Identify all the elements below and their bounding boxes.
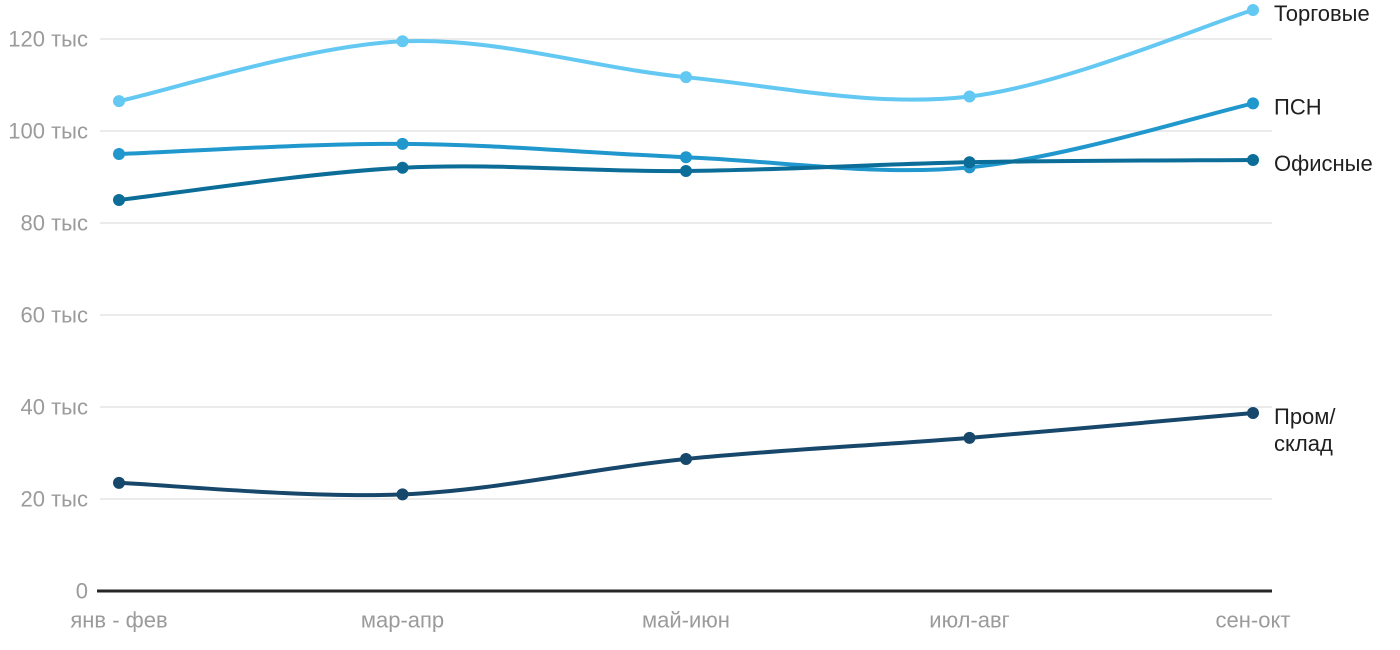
series-point-torgovye-3[interactable] <box>963 90 976 103</box>
series-point-prom-sklad-2[interactable] <box>680 452 692 465</box>
gridlines <box>100 38 1272 500</box>
series-point-psn-2[interactable] <box>680 151 692 164</box>
x-tick-label-2: май-июн <box>642 608 730 633</box>
series-point-psn-0[interactable] <box>113 148 125 160</box>
series-label-prom-sklad: Пром/склад <box>1274 403 1336 455</box>
x-tick-label-1: мар-апр <box>361 608 444 633</box>
y-tick-label-120: 120 тыс <box>8 27 88 52</box>
series-point-psn-1[interactable] <box>396 137 409 150</box>
y-tick-label-20: 20 тыс <box>21 487 88 512</box>
series-point-torgovye-2[interactable] <box>680 71 692 84</box>
series-point-prom-sklad-4[interactable] <box>1247 406 1259 419</box>
x-tick-label-3: июл-авг <box>929 608 1009 633</box>
series-point-psn-4[interactable] <box>1247 97 1259 110</box>
series-point-torgovye-4[interactable] <box>1247 4 1259 17</box>
series-point-ofisnye-2[interactable] <box>680 165 692 178</box>
series-point-torgovye-1[interactable] <box>396 35 409 48</box>
series-ofisnye <box>113 153 1259 206</box>
series-point-ofisnye-0[interactable] <box>113 194 125 206</box>
y-tick-label-60: 60 тыс <box>21 303 88 328</box>
series-point-torgovye-0[interactable] <box>113 95 125 108</box>
y-axis-labels: 0 20 тыс 40 тыс 60 тыс 80 тыс 100 тыс 120 тыс <box>8 27 88 604</box>
series-point-ofisnye-3[interactable] <box>963 156 976 169</box>
series-label-psn: ПСН <box>1274 94 1322 119</box>
series-point-prom-sklad-0[interactable] <box>113 476 125 489</box>
x-tick-label-4: сен-окт <box>1216 608 1291 633</box>
y-tick-label-0: 0 <box>76 579 88 604</box>
x-axis-labels: янв - фев мар-апр май-июн июл-авг сен-окт <box>70 608 1290 633</box>
y-tick-label-100: 100 тыс <box>8 119 88 144</box>
series-torgovye <box>113 4 1259 108</box>
series-line-torgovye <box>117 8 1255 104</box>
series-point-ofisnye-4[interactable] <box>1247 153 1259 166</box>
series-label-ofisnye: Офисные <box>1274 150 1373 175</box>
series-prom-sklad <box>113 406 1259 501</box>
x-tick-label-0: янв - фев <box>70 608 167 633</box>
y-tick-label-40: 40 тыс <box>21 395 88 420</box>
series-point-ofisnye-1[interactable] <box>396 161 409 174</box>
y-tick-label-80: 80 тыс <box>21 211 88 236</box>
series-label-torgovye: Торговые <box>1274 1 1370 26</box>
series-point-prom-sklad-3[interactable] <box>963 431 976 444</box>
series-point-prom-sklad-1[interactable] <box>396 488 409 501</box>
